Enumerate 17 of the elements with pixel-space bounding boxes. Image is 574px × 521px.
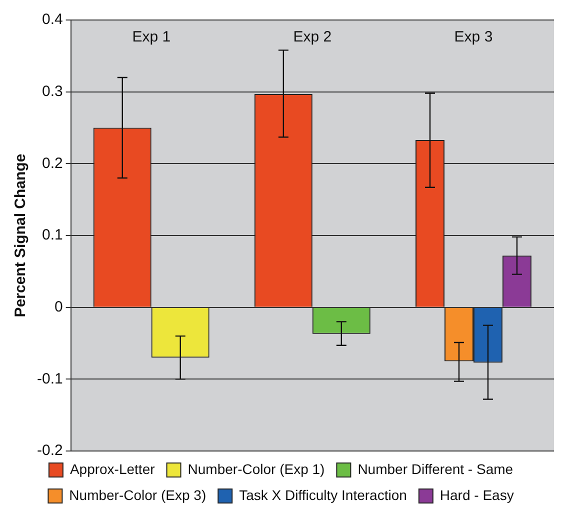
y-tick-label: 0.3: [42, 82, 63, 100]
y-tick-label: 0.1: [42, 226, 63, 244]
legend-label: Approx-Letter: [70, 460, 156, 477]
legend-label: Number-Color (Exp 1): [188, 460, 325, 477]
y-tick-label: -0.2: [36, 442, 63, 460]
y-axis-title: Percent Signal Change: [12, 154, 30, 318]
x-tick-label: Exp 1: [132, 28, 171, 46]
x-tick-label: Exp 3: [454, 28, 493, 46]
y-tick-label: 0.2: [42, 154, 63, 172]
y-tick-label: 0.4: [42, 11, 63, 28]
y-tick-label: -0.1: [36, 370, 63, 388]
x-tick-label: Exp 2: [293, 28, 332, 46]
y-tick-label: 0: [54, 298, 63, 316]
legend-label: Number-Color (Exp 3): [69, 486, 206, 503]
legend-label: Task X Difficulty Interaction: [239, 486, 407, 503]
legend-label: Hard - Easy: [440, 486, 514, 503]
legend-label: Number Different - Same: [358, 460, 514, 477]
